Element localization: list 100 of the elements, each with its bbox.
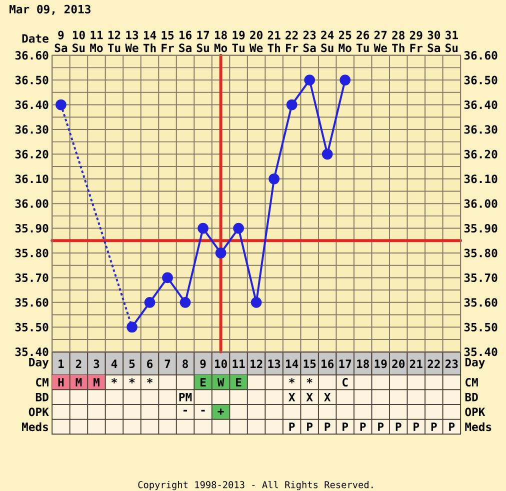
text: X (288, 392, 296, 402)
x-tick-label: 5 (129, 360, 135, 368)
text: * (306, 378, 312, 384)
y-tick-label: 36.20 (15, 150, 48, 158)
x2-tick-label: 12 Tu (108, 30, 120, 52)
x2-tick-label: 15 Fr (162, 30, 174, 52)
y2-tick-label: 36.20 (464, 150, 498, 158)
text: P (378, 422, 384, 431)
x-tick-label: 6 (147, 359, 153, 368)
text: P (396, 422, 402, 431)
category-label: BD (465, 392, 478, 402)
y2-tick-label: 35.50 (464, 322, 498, 332)
category-label: OPK (28, 408, 49, 416)
point (162, 272, 173, 284)
text: - (201, 410, 205, 412)
x2-tick-label: 13 We (125, 30, 138, 52)
point (126, 322, 138, 332)
y2-tick-label: 36.30 (464, 125, 498, 134)
x2-axis-title: Date (22, 34, 48, 43)
text: P (307, 422, 313, 431)
x-tick-label: 9 (200, 359, 206, 368)
text: P (431, 422, 437, 431)
x2-tick-label: 30 Sa (428, 30, 440, 52)
y2-tick-label: 35.60 (464, 298, 498, 307)
x2-tick-label: 29 Fr (410, 30, 423, 52)
x-axis-title: Day (29, 358, 49, 369)
y2-tick-label: 36.10 (464, 174, 498, 184)
x-tick-label: 23 (445, 359, 458, 368)
x2-tick-label: 26 Tu (356, 30, 370, 52)
y2-tick-label: 36.50 (464, 76, 498, 84)
x2-tick-label: 17 Su (196, 30, 210, 52)
y-tick-label: 36.10 (15, 174, 48, 184)
x-tick-label: 7 (164, 360, 170, 368)
text: * (289, 378, 295, 384)
x2-tick-label: 9 Sa (54, 30, 68, 52)
text: PM (179, 392, 192, 402)
text: E (236, 378, 242, 386)
x2-tick-label: 21 Th (268, 30, 280, 52)
y-tick-label: 35.60 (15, 298, 48, 307)
point (322, 148, 333, 160)
y2-tick-label: 35.80 (464, 248, 498, 258)
text: M (94, 378, 100, 386)
x-tick-label: 15 (304, 360, 316, 368)
y-tick-label: 36.30 (15, 125, 48, 134)
y-tick-label: 36.00 (15, 199, 48, 208)
x2-tick-label: 24 Su (321, 30, 334, 52)
text: P (342, 422, 348, 431)
text: X (306, 392, 313, 402)
text: P (414, 422, 420, 431)
y-tick-label: 35.80 (15, 248, 48, 258)
y-tick-label: 35.40 (15, 347, 48, 356)
x2-tick-label: 16 Sa (179, 30, 192, 52)
point (233, 222, 244, 234)
text: + (218, 408, 224, 415)
text: W (217, 378, 224, 386)
text: * (111, 378, 117, 384)
y-tick-label: 35.50 (15, 322, 48, 332)
x-tick-label: 2 (76, 360, 82, 368)
text: P (449, 422, 455, 431)
x-tick-label: 20 (392, 359, 405, 368)
category-label: BD (36, 392, 48, 402)
text: P (324, 422, 330, 431)
point (56, 99, 66, 110)
x-tick-label: 1 (58, 360, 64, 368)
y2-tick-label: 36.00 (464, 199, 498, 208)
x2-tick-label: 18 Mo (214, 30, 228, 52)
category-label: Meds (465, 422, 492, 432)
x2-tick-label: 19 Tu (232, 30, 245, 52)
x2-tick-label: 23 Sa (303, 30, 316, 52)
text: H (58, 378, 64, 386)
text: M (76, 378, 82, 386)
point (304, 74, 316, 86)
text: * (147, 378, 152, 384)
x-tick-label: 13 (268, 359, 280, 368)
x-tick-label: 18 (357, 359, 369, 368)
point (340, 74, 351, 86)
x-tick-label: 8 (182, 359, 188, 368)
x-tick-label: 21 (410, 360, 422, 368)
y-tick-label: 36.40 (15, 100, 48, 109)
text: E (200, 378, 206, 386)
x2-tick-label: 25 Mo (338, 30, 352, 52)
text: P (360, 422, 366, 431)
text: * (129, 378, 135, 384)
point (250, 296, 262, 308)
y2-tick-label: 35.70 (464, 273, 498, 282)
x2-tick-label: 11 Mo (90, 30, 103, 52)
x-tick-label: 4 (111, 360, 118, 368)
y2-tick-label: 36.40 (464, 100, 498, 109)
point (198, 222, 208, 234)
y-tick-label: 36.60 (15, 50, 48, 60)
x-tick-label: 22 (428, 360, 440, 368)
point (144, 296, 156, 308)
point (215, 247, 226, 258)
x-tick-label: 16 (322, 359, 334, 368)
x-tick-label: 14 (286, 360, 298, 368)
y2-tick-label: 36.60 (464, 50, 498, 60)
y-tick-label: 36.50 (15, 76, 48, 84)
category-label: CM (36, 378, 48, 386)
text: Copyright 1998-2013 - All Rights Reserved. (138, 480, 373, 490)
point (286, 99, 298, 110)
